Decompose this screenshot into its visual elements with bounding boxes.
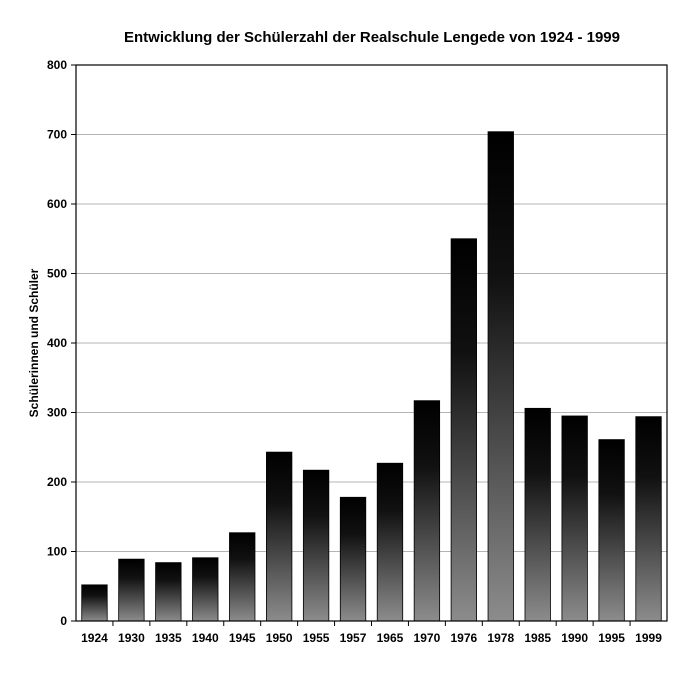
x-tick-label: 1957 <box>340 631 367 645</box>
bar-1985 <box>524 407 551 622</box>
bar-1999 <box>635 416 662 622</box>
y-tick-label: 300 <box>47 406 67 420</box>
grid-lines <box>76 134 667 552</box>
y-tick-label: 800 <box>47 58 67 72</box>
y-tick-label: 400 <box>47 336 67 350</box>
x-tick-label: 1985 <box>524 631 551 645</box>
bars <box>81 131 662 622</box>
x-tick-label: 1950 <box>266 631 293 645</box>
x-tick-label: 1990 <box>561 631 588 645</box>
bar-1995 <box>598 439 625 622</box>
bar-1950 <box>266 451 293 622</box>
chart-title: Entwicklung der Schülerzahl der Realschu… <box>124 29 620 46</box>
bar-1955 <box>302 469 330 622</box>
bar-1978 <box>487 131 514 622</box>
bar-1924 <box>81 584 108 622</box>
x-tick-label: 1978 <box>487 631 514 645</box>
y-tick-labels: 0 100 200 300 400 500 600 700 800 <box>47 58 76 628</box>
bar-1945 <box>229 532 256 622</box>
x-tick-label: 1995 <box>598 631 625 645</box>
x-tick-label: 1955 <box>303 631 330 645</box>
x-tick-label: 1965 <box>377 631 404 645</box>
bar-1970 <box>413 400 441 622</box>
bar-1930 <box>118 558 145 622</box>
y-tick-label: 200 <box>47 475 67 489</box>
y-tick-label: 100 <box>47 545 67 559</box>
y-tick-label: 700 <box>47 128 67 142</box>
bar-1976 <box>450 238 477 622</box>
x-tick-label: 1999 <box>635 631 662 645</box>
y-axis-label-text: Schülerinnen und Schüler <box>27 268 41 417</box>
x-tick-label: 1945 <box>229 631 256 645</box>
y-tick-label: 500 <box>47 267 67 281</box>
bar-1957 <box>339 496 367 622</box>
x-tick-label: 1970 <box>414 631 441 645</box>
x-tick-label: 1940 <box>192 631 219 645</box>
bar-1965 <box>376 462 404 622</box>
bar-1935 <box>155 562 182 622</box>
y-axis-label: Schülerinnen und Schüler <box>27 268 41 417</box>
x-tick-label: 1935 <box>155 631 182 645</box>
x-tick-label: 1976 <box>450 631 477 645</box>
x-tick-label: 1930 <box>118 631 145 645</box>
x-tick-labels: 1924 1930 1935 1940 1945 1950 1955 1957 1965 1970… <box>81 621 662 645</box>
y-tick-label: 600 <box>47 197 67 211</box>
x-tick-label: 1924 <box>81 631 108 645</box>
y-tick-label: 0 <box>60 614 67 628</box>
bar-1990 <box>561 415 588 622</box>
bar-1940 <box>192 557 219 622</box>
